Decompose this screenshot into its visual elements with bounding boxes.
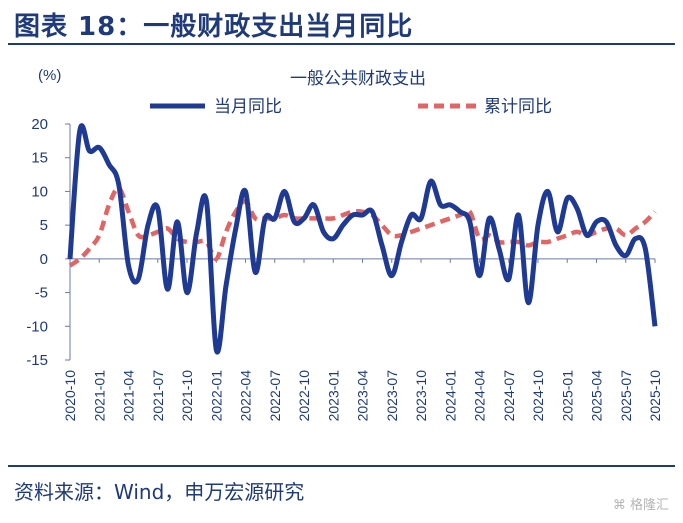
x-tick-label: 2022-07 bbox=[267, 370, 283, 422]
x-tick-label: 2024-07 bbox=[501, 370, 517, 422]
y-tick-label: 15 bbox=[31, 150, 48, 167]
x-tick-label: 2023-07 bbox=[384, 370, 400, 422]
y-tick-label: -5 bbox=[35, 285, 48, 302]
y-unit-label: (%) bbox=[38, 67, 61, 84]
x-tick-label: 2023-01 bbox=[325, 370, 341, 422]
y-tick-label: -10 bbox=[26, 318, 48, 335]
line-chart: (%) 一般公共财政支出 当月同比 累计同比 20151050-5-10-152… bbox=[26, 67, 663, 421]
y-tick-label: 5 bbox=[40, 217, 48, 234]
y-tick-label: 20 bbox=[31, 116, 48, 133]
legend: 当月同比 累计同比 bbox=[150, 97, 552, 117]
legend-label-cumulative: 累计同比 bbox=[484, 97, 552, 117]
x-tick-label: 2025-07 bbox=[618, 370, 634, 422]
x-tick-label: 2022-10 bbox=[296, 370, 312, 422]
x-tick-label: 2021-01 bbox=[91, 370, 107, 422]
watermark-text: 格隆汇 bbox=[629, 498, 669, 513]
x-tick-label: 2020-10 bbox=[62, 370, 78, 422]
x-tick-label: 2021-10 bbox=[179, 370, 195, 422]
y-tick-label: 10 bbox=[31, 183, 48, 200]
x-tick-label: 2025-04 bbox=[589, 370, 605, 422]
x-tick-label: 2022-04 bbox=[238, 370, 254, 422]
series-line-cumulative bbox=[68, 185, 657, 268]
title-rule bbox=[8, 43, 675, 45]
x-tick-label: 2024-10 bbox=[530, 370, 546, 422]
series-layer bbox=[67, 123, 658, 355]
x-tick-label: 2024-01 bbox=[442, 370, 458, 422]
watermark-logo: ⌘ 格隆汇 bbox=[612, 498, 669, 513]
axes: 20 15 10 5 0 -5 -10 -15 2020-10 2021-01 2021-04 202… bbox=[26, 116, 663, 421]
legend-label-monthly: 当月同比 bbox=[214, 97, 282, 117]
x-tick-label: 2025-01 bbox=[559, 370, 575, 422]
series-line-monthly bbox=[67, 123, 658, 355]
y-tick-label: 0 bbox=[40, 251, 48, 268]
chart-title: 一般公共财政支出 bbox=[290, 69, 426, 89]
x-tick-label: 2021-04 bbox=[121, 370, 137, 422]
y-tick-label: -15 bbox=[26, 352, 48, 369]
x-tick-label: 2024-04 bbox=[472, 370, 488, 422]
source-note: 资料来源：Wind，申万宏源研究 bbox=[14, 480, 305, 504]
x-tick-label: 2022-01 bbox=[208, 370, 224, 422]
x-tick-label: 2023-04 bbox=[355, 370, 371, 422]
x-tick-label: 2023-10 bbox=[413, 370, 429, 422]
x-tick-label: 2025-10 bbox=[647, 370, 663, 422]
figure-title: 图表 18：一般财政支出当月同比 bbox=[14, 12, 414, 42]
x-tick-label: 2021-07 bbox=[150, 370, 166, 422]
source-rule bbox=[8, 465, 675, 467]
